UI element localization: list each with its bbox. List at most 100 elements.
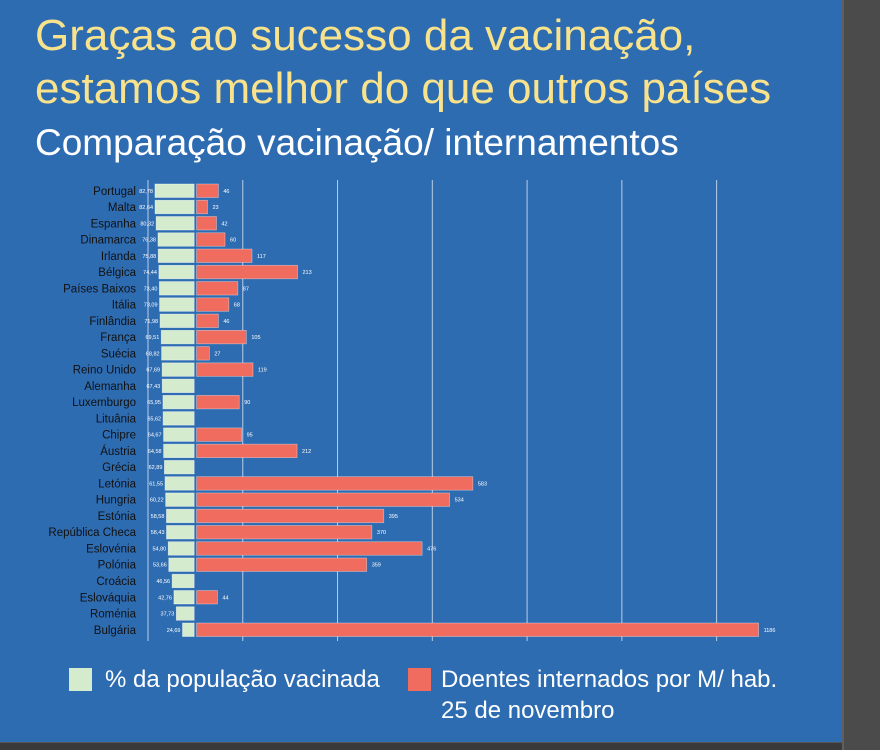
legend-label-hospitalized: Doentes internados por M/ hab. 25 de nov…	[441, 666, 778, 724]
data-label-vaccinated-paises-baixos: 73,40	[144, 286, 158, 292]
bar-hospitalized-polonia	[196, 557, 368, 572]
bar-vaccinated-republica-checa	[166, 525, 195, 540]
bar-vaccinated-italia	[159, 297, 195, 312]
category-label-bulgaria: Bulgária	[94, 625, 137, 637]
data-label-hospitalized-franca: 105	[251, 335, 260, 341]
category-axis-labels: Portugal Malta Espanha Dinamarca Irlanda Bélg…	[48, 186, 136, 637]
data-label-vaccinated-letonia: 61,55	[149, 481, 163, 487]
viewer-bottom-bar	[0, 742, 842, 750]
data-label-hospitalized-malta: 23	[212, 205, 218, 211]
bar-vaccinated-austria	[163, 443, 195, 459]
bar-vaccinated-finlandia	[159, 313, 195, 328]
data-label-hospitalized-estonia: 395	[389, 514, 398, 520]
bar-hospitalized-eslovenia	[196, 541, 423, 556]
bar-vaccinated-eslovaquia	[173, 590, 195, 605]
category-label-austria: Áustria	[100, 445, 136, 458]
bar-vaccinated-hungria	[165, 492, 195, 507]
data-label-vaccinated-finlandia: 71,98	[144, 319, 158, 325]
category-label-polonia: Polónia	[98, 560, 137, 572]
bar-vaccinated-croacia	[171, 573, 195, 589]
data-label-hospitalized-polonia: 359	[372, 563, 381, 569]
bar-vaccinated-paises-baixos	[159, 281, 195, 296]
chart-subtitle: Comparação vacinação/ internamentos	[35, 122, 679, 163]
bar-vaccinated-malta	[154, 199, 195, 215]
bar-hospitalized-franca	[196, 329, 247, 345]
category-label-reino-unido: Reino Unido	[73, 365, 136, 377]
bar-hospitalized-portugal	[196, 183, 219, 198]
viewer-side-panel	[842, 0, 880, 750]
bar-vaccinated-alemanha	[161, 378, 195, 393]
category-label-grecia: Grécia	[102, 462, 136, 474]
bar-vaccinated-irlanda	[157, 248, 195, 263]
bar-hospitalized-irlanda	[196, 248, 253, 263]
data-label-vaccinated-portugal: 82,78	[139, 189, 153, 195]
category-label-croacia: Croácia	[96, 576, 136, 588]
data-label-hospitalized-reino-unido: 119	[258, 368, 267, 374]
data-label-hospitalized-espanha: 42	[221, 221, 227, 227]
bar-hospitalized-belgica	[196, 264, 298, 280]
bar-hospitalized-italia	[196, 297, 230, 312]
chart: Portugal Malta Espanha Dinamarca Irlanda Bélg…	[48, 180, 775, 641]
data-label-vaccinated-luxemburgo: 65,95	[147, 400, 161, 406]
category-label-espanha: Espanha	[91, 218, 137, 230]
bar-vaccinated-dinamarca	[157, 232, 195, 247]
data-label-vaccinated-belgica: 74,44	[143, 270, 157, 276]
category-label-suecia: Suécia	[101, 348, 137, 360]
category-label-irlanda: Irlanda	[101, 251, 137, 263]
category-label-italia: Itália	[112, 300, 137, 312]
data-label-hospitalized-paises-baixos: 87	[243, 286, 249, 292]
data-label-hospitalized-irlanda: 117	[257, 254, 266, 260]
bar-hospitalized-letonia	[196, 476, 474, 491]
data-label-hospitalized-portugal: 46	[223, 189, 229, 195]
data-label-vaccinated-austria: 64,58	[148, 449, 162, 455]
category-label-finlandia: Finlândia	[89, 316, 136, 328]
data-label-vaccinated-eslovenia: 54,80	[152, 546, 166, 552]
bar-hospitalized-hungria	[196, 492, 450, 507]
bar-vaccinated-belgica	[158, 264, 195, 280]
data-label-hospitalized-suecia: 27	[214, 351, 220, 357]
bar-vaccinated-romenia	[175, 606, 195, 621]
category-label-franca: França	[100, 332, 136, 344]
bar-hospitalized-bulgaria	[196, 622, 759, 637]
data-label-vaccinated-republica-checa: 58,43	[151, 530, 165, 536]
category-label-belgica: Bélgica	[98, 267, 136, 279]
bar-vaccinated-bulgaria	[182, 622, 195, 637]
legend-swatch-vaccinated	[69, 668, 92, 691]
bar-vaccinated-suecia	[161, 346, 195, 361]
bar-hospitalized-chipre	[196, 427, 242, 442]
category-label-estonia: Estónia	[98, 511, 137, 523]
category-label-republica-checa: República Checa	[48, 527, 136, 539]
legend-label-vaccinated: % da população vacinada	[105, 666, 380, 693]
bar-vaccinated-polonia	[168, 557, 195, 572]
data-labels: 82,78 46 82,64 23 80,32 42 76,38 60 75,88 117 74,4…	[139, 189, 775, 634]
bar-hospitalized-eslovaquia	[196, 590, 218, 605]
data-label-hospitalized-dinamarca: 60	[230, 238, 236, 244]
data-label-hospitalized-letonia: 583	[478, 481, 487, 487]
data-label-hospitalized-eslovenia: 476	[427, 546, 436, 552]
bar-vaccinated-espanha	[155, 216, 195, 231]
category-label-eslovaquia: Eslováquia	[80, 592, 137, 604]
data-label-vaccinated-chipre: 64,67	[148, 433, 162, 439]
data-label-hospitalized-chipre: 95	[247, 433, 253, 439]
bars	[154, 183, 759, 637]
data-label-vaccinated-polonia: 53,66	[153, 563, 167, 569]
data-label-vaccinated-croacia: 46,56	[156, 579, 170, 585]
data-label-hospitalized-eslovaquia: 44	[222, 595, 228, 601]
bar-hospitalized-finlandia	[196, 313, 219, 328]
data-label-hospitalized-belgica: 213	[303, 270, 312, 276]
data-label-hospitalized-bulgaria: 1186	[764, 628, 776, 634]
slide: Graças ao sucesso da vacinação, estamos …	[0, 0, 842, 742]
data-label-vaccinated-hungria: 60,22	[150, 498, 164, 504]
bar-vaccinated-eslovenia	[167, 541, 195, 556]
bar-vaccinated-portugal	[154, 183, 195, 198]
category-label-luxemburgo: Luxemburgo	[72, 397, 136, 409]
category-label-malta: Malta	[108, 202, 137, 214]
data-label-vaccinated-grecia: 62,89	[149, 465, 163, 471]
data-label-vaccinated-estonia: 58,58	[151, 514, 165, 520]
legend-swatch-hospitalized	[408, 668, 431, 691]
data-label-vaccinated-malta: 82,64	[139, 205, 153, 211]
category-label-letonia: Letónia	[98, 478, 136, 490]
data-label-vaccinated-italia: 73,09	[144, 303, 158, 309]
data-label-vaccinated-alemanha: 67,43	[146, 384, 160, 390]
data-label-vaccinated-franca: 69,51	[145, 335, 159, 341]
